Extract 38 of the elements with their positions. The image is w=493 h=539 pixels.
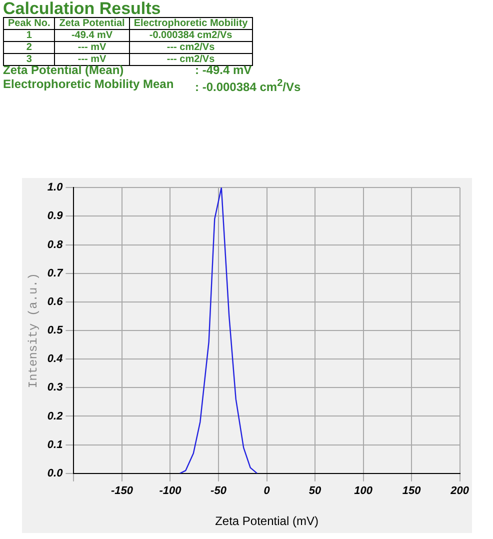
text: 2 <box>277 78 283 89</box>
x-tick-label: -50 <box>210 485 228 498</box>
text: Zeta Potential (Mean) <box>3 63 124 77</box>
text: Zeta Potential <box>54 18 130 30</box>
text: 2 <box>26 42 32 53</box>
text: Electrophoretic Mobility Mean <box>3 77 174 91</box>
x-tick-label: -150 <box>110 485 134 498</box>
y-tick-label: 1.0 <box>47 182 64 194</box>
text: --- mV <box>54 54 130 66</box>
y-tick-label: 0.4 <box>47 353 63 366</box>
text: 1 <box>4 30 55 42</box>
y-tick-label: 0.5 <box>47 324 64 337</box>
text: Peak No. <box>4 18 55 30</box>
y-tick-label: 0.3 <box>47 382 63 394</box>
y-tick-label: 0.0 <box>47 467 64 480</box>
y-axis-title: Intensity (a.u.) <box>26 272 40 388</box>
text: -49.4 mV <box>54 30 130 42</box>
x-tick-label: -100 <box>159 485 182 498</box>
x-tick-label: 100 <box>354 485 374 498</box>
y-tick-label: 0.9 <box>47 210 64 222</box>
chart-title: Calculation Results <box>3 0 161 18</box>
text: 3 <box>4 54 55 66</box>
text: -0.000384 cm2/Vs <box>129 30 252 42</box>
y-tick-label: 0.7 <box>47 267 64 280</box>
x-tick-label: 50 <box>308 485 322 498</box>
text: --- cm2/Vs <box>129 42 252 54</box>
x-tick-label: 0 <box>264 485 271 498</box>
y-tick-label: 0.1 <box>47 438 63 451</box>
y-tick-label: 0.2 <box>47 410 63 422</box>
y-tick-label: 0.6 <box>47 296 64 308</box>
y-tick-label: 0.8 <box>47 238 64 251</box>
x-tick-label: 150 <box>402 485 422 498</box>
text: --- mV <box>54 42 130 54</box>
x-axis-title: Zeta Potential (mV) <box>215 514 318 528</box>
text: Electrophoretic Mobility <box>129 18 252 30</box>
x-tick-label: 200 <box>450 485 470 498</box>
text: --- cm2/Vs <box>129 54 252 66</box>
text: : -49.4 mV <box>195 63 252 77</box>
